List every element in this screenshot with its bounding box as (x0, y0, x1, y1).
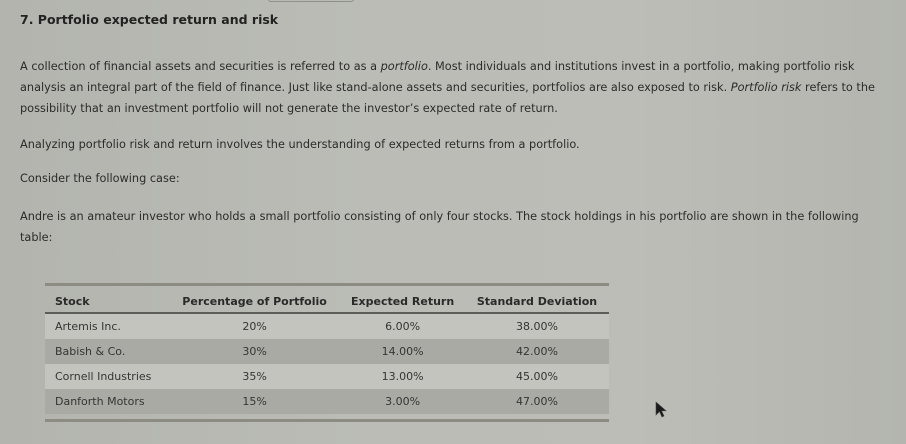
top-tab-edge (268, 0, 354, 2)
table-row: Artemis Inc. 20% 6.00% 38.00% (45, 313, 609, 339)
term-portfolio: portfolio (380, 60, 428, 73)
cell-std-dev: 42.00% (465, 339, 609, 364)
stock-holdings-table: Stock Percentage of Portfolio Expected R… (45, 283, 609, 422)
cell-expected-return: 14.00% (340, 339, 465, 364)
table-row: Babish & Co. 30% 14.00% 42.00% (45, 339, 609, 364)
cell-stock: Cornell Industries (45, 364, 169, 389)
cell-expected-return: 6.00% (340, 313, 465, 339)
question-title: 7. Portfolio expected return and risk (20, 12, 279, 27)
cell-percentage: 30% (168, 339, 341, 364)
analysis-paragraph: Analyzing portfolio risk and return invo… (20, 138, 580, 151)
header-expected-return: Expected Return (340, 290, 465, 314)
mouse-pointer-icon (655, 401, 669, 419)
cell-std-dev: 47.00% (465, 389, 609, 414)
header-stock: Stock (45, 290, 169, 314)
cell-expected-return: 3.00% (340, 389, 465, 414)
header-std-dev: Standard Deviation (465, 290, 609, 314)
cell-expected-return: 13.00% (340, 364, 465, 389)
case-paragraph: Andre is an amateur investor who holds a… (20, 210, 859, 244)
table-header-row: Stock Percentage of Portfolio Expected R… (45, 290, 609, 314)
cell-std-dev: 38.00% (465, 313, 609, 339)
cell-stock: Danforth Motors (45, 389, 169, 414)
cell-stock: Artemis Inc. (45, 313, 169, 339)
intro-text-1: A collection of financial assets and sec… (20, 60, 381, 73)
header-percentage: Percentage of Portfolio (168, 290, 341, 314)
term-portfolio-risk: Portfolio risk (730, 81, 802, 94)
table-row: Cornell Industries 35% 13.00% 45.00% (45, 364, 609, 389)
intro-text-3: refers to the possibility that an invest… (20, 81, 875, 115)
cell-percentage: 15% (168, 389, 341, 414)
intro-paragraph: A collection of financial assets and sec… (20, 56, 892, 119)
table-row: Danforth Motors 15% 3.00% 47.00% (45, 389, 609, 414)
intro-text-2: . Most individuals and institutions inve… (20, 60, 855, 94)
consider-paragraph: Consider the following case: (20, 172, 180, 185)
table-top-rule (45, 283, 609, 286)
cell-std-dev: 45.00% (465, 364, 609, 389)
cell-percentage: 20% (168, 313, 341, 339)
cell-percentage: 35% (168, 364, 341, 389)
cell-stock: Babish & Co. (45, 339, 169, 364)
table-bottom-rule (45, 419, 609, 422)
